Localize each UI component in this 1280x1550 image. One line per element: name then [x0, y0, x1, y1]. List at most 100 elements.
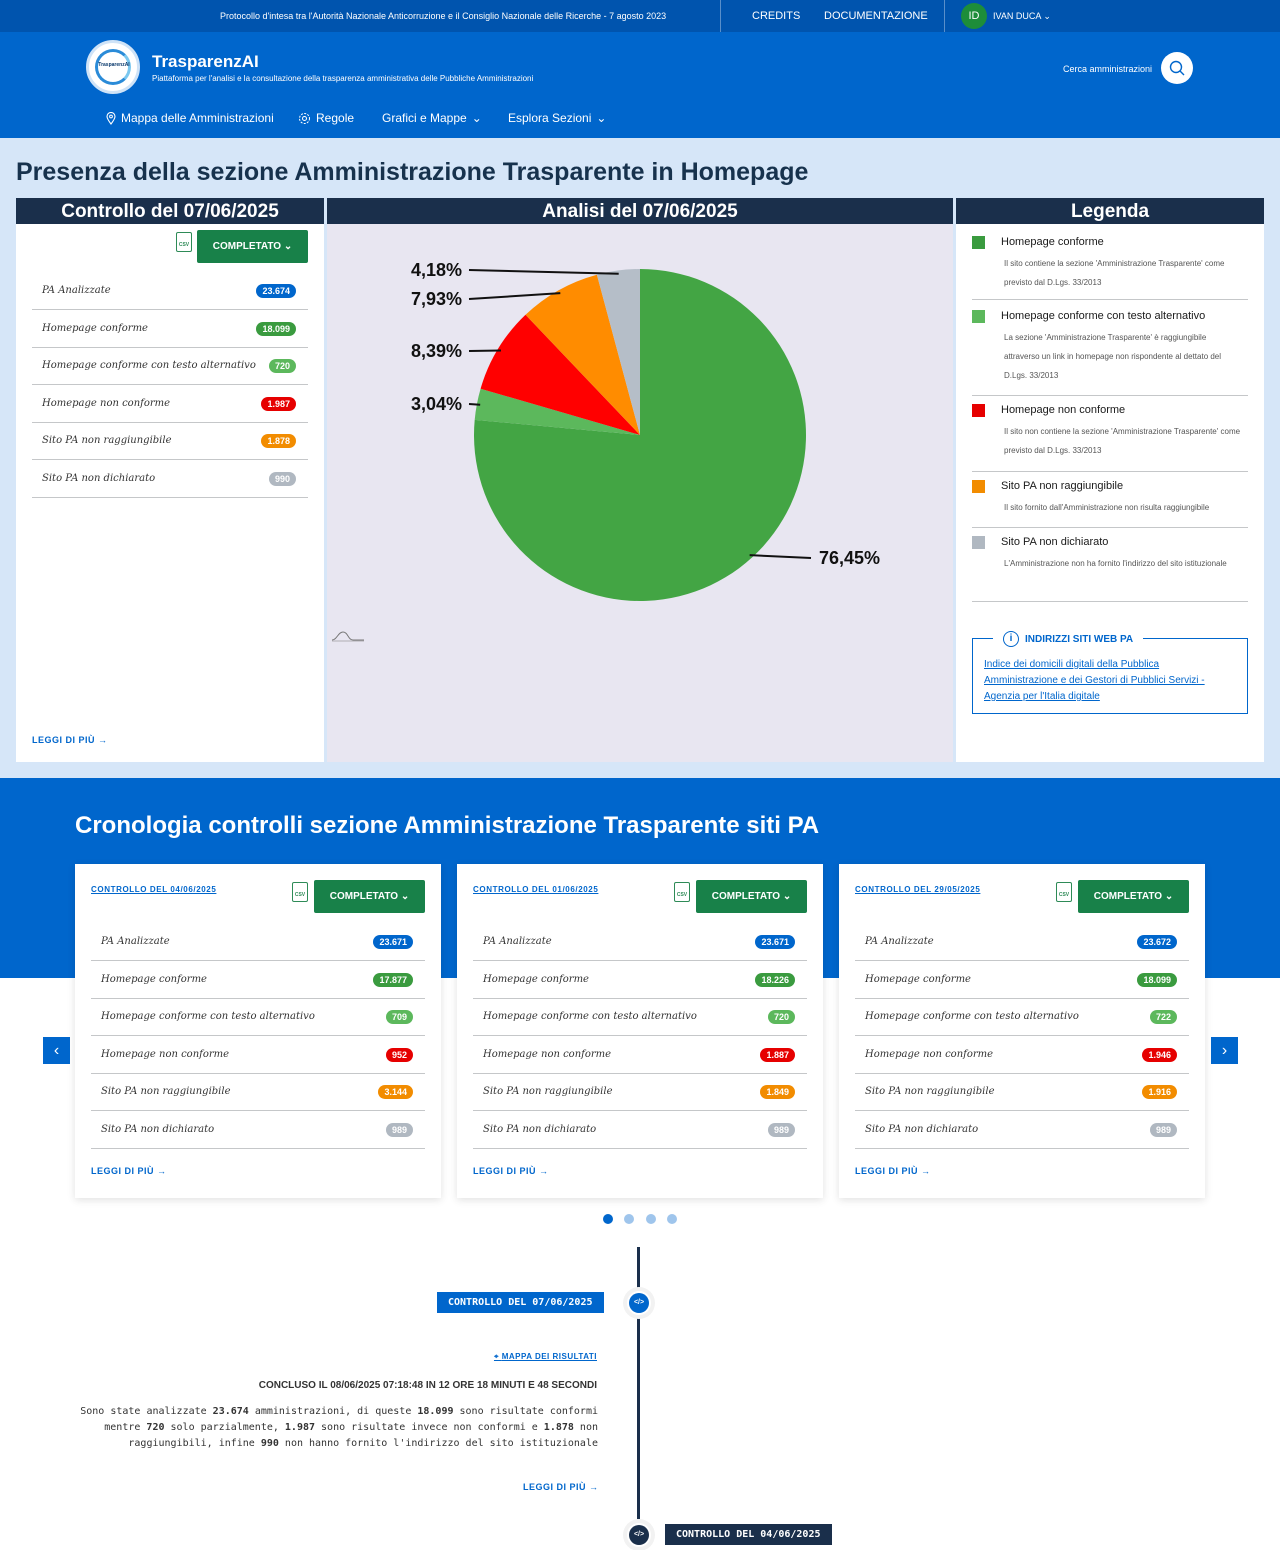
- stat-label: PA Analizzate: [101, 936, 170, 947]
- stat-badge: 1.878: [261, 434, 296, 449]
- info-title: i INDIRIZZI SITI WEB PA: [993, 631, 1144, 647]
- stat-label: Homepage conforme con testo alternativo: [101, 1011, 315, 1023]
- stat-row: PA Analizzate 23.674: [32, 272, 308, 310]
- stat-badge: 23.671: [755, 935, 795, 949]
- pie-slice[interactable]: [474, 388, 640, 435]
- timeline-node[interactable]: </>: [627, 1523, 651, 1547]
- results-map-link[interactable]: ⌖ MAPPA DEI RISULTATI: [494, 1352, 597, 1362]
- nav-item-mappa[interactable]: Mappa delle Amministrazioni: [106, 111, 274, 125]
- carousel-prev-button[interactable]: ‹: [43, 1037, 70, 1064]
- legend-label: Sito PA non raggiungibile: [1001, 480, 1124, 492]
- stat-label: Sito PA non dichiarato: [101, 1124, 215, 1135]
- read-more-link[interactable]: LEGGI DI PIÙ →: [855, 1166, 931, 1176]
- legend-item: Homepage conforme con testo alternativo L…: [972, 310, 1248, 396]
- chevron-down-icon: ⌄: [283, 241, 293, 252]
- panel-title: Legenda: [956, 198, 1264, 224]
- carousel-dot[interactable]: [624, 1214, 635, 1224]
- pie-slice[interactable]: [525, 274, 640, 435]
- search-label[interactable]: Cerca amministrazioni: [1063, 64, 1153, 74]
- stat-label: Sito PA non dichiarato: [42, 473, 156, 484]
- timeline-node[interactable]: </>: [627, 1291, 651, 1315]
- chevron-down-icon: ⌄: [596, 111, 607, 125]
- card-title-link[interactable]: CONTROLLO DEL 01/06/2025: [473, 885, 599, 894]
- legend-description: L'Amministrazione non ha fornito l'indir…: [1004, 559, 1227, 568]
- search-icon: [1169, 60, 1185, 76]
- stat-row: Homepage non conforme 1.887: [473, 1036, 807, 1074]
- timeline-label: CONTROLLO DEL 07/06/2025: [437, 1292, 604, 1313]
- history-card: CONTROLLO DEL 04/06/2025 CSV COMPLETATO ⌄ P…: [75, 864, 441, 1198]
- credits-link[interactable]: CREDITS: [752, 10, 801, 22]
- stat-label: Sito PA non dichiarato: [865, 1124, 979, 1135]
- status-dropdown-button[interactable]: COMPLETATO ⌄: [1078, 880, 1189, 913]
- summary-fragment: amministrazioni, di queste: [248, 1406, 418, 1417]
- carousel-dot[interactable]: [603, 1214, 613, 1224]
- read-more-link[interactable]: LEGGI DI PIÙ →: [523, 1482, 599, 1492]
- legend-description: Il sito fornito dall'Amministrazione non…: [1004, 503, 1210, 512]
- legend-swatch: [972, 236, 985, 249]
- avatar[interactable]: ID: [961, 3, 987, 29]
- stat-badge: 23.671: [373, 935, 413, 949]
- legend-swatch: [972, 536, 985, 549]
- user-name: IVAN DUCA: [993, 11, 1041, 21]
- chevron-down-icon: ⌄: [1043, 11, 1051, 21]
- stat-label: Homepage conforme: [483, 973, 589, 985]
- status-label: COMPLETATO: [329, 891, 399, 902]
- stat-row: Homepage non conforme 952: [91, 1036, 425, 1074]
- read-more-link[interactable]: LEGGI DI PIÙ →: [473, 1166, 549, 1176]
- nav-item-regole[interactable]: Regole: [298, 111, 354, 125]
- history-card: CONTROLLO DEL 29/05/2025 CSV COMPLETATO ⌄ P…: [839, 864, 1205, 1198]
- stat-badge: 952: [385, 1047, 413, 1062]
- timeline-label: CONTROLLO DEL 04/06/2025: [665, 1524, 832, 1545]
- csv-download-icon[interactable]: CSV: [1056, 882, 1072, 902]
- top-bar: Protocollo d'intesa tra l'Autorità Nazio…: [0, 0, 1280, 32]
- stat-badge: 18.099: [1137, 972, 1177, 987]
- read-more-link[interactable]: LEGGI DI PIÙ →: [91, 1166, 167, 1176]
- card-title-link[interactable]: CONTROLLO DEL 29/05/2025: [855, 885, 981, 894]
- summary-fragment: sono risultate conformi mentre: [104, 1406, 598, 1433]
- csv-download-icon[interactable]: CSV: [674, 882, 690, 902]
- chart-resize-icon[interactable]: [331, 630, 365, 642]
- card-title-link[interactable]: CONTROLLO DEL 04/06/2025: [91, 885, 217, 894]
- nav-item-esplora[interactable]: Esplora Sezioni ⌄: [508, 111, 606, 125]
- csv-download-icon[interactable]: CSV: [176, 232, 192, 252]
- stat-row: Sito PA non dichiarato 990: [32, 460, 308, 498]
- chevron-left-icon: ‹: [53, 1042, 60, 1059]
- code-icon: </>: [629, 1293, 649, 1313]
- search-button[interactable]: [1161, 52, 1193, 84]
- chevron-down-icon: ⌄: [471, 111, 482, 125]
- read-more-label: LEGGI DI PIÙ: [523, 1482, 587, 1492]
- legend-panel: Legenda Homepage conforme Il sito contien…: [956, 198, 1264, 762]
- map-pin-icon: ⌖: [493, 1352, 499, 1361]
- read-more-link[interactable]: LEGGI DI PIÙ →: [32, 735, 108, 745]
- stat-label: Homepage non conforme: [101, 1048, 230, 1060]
- stat-label: Sito PA non raggiungibile: [865, 1086, 995, 1098]
- status-dropdown-button[interactable]: COMPLETATO ⌄: [197, 230, 308, 263]
- logo[interactable]: TrasparenzAI: [86, 40, 140, 94]
- brand-name[interactable]: TrasparenzAI: [152, 52, 259, 71]
- carousel-dot[interactable]: [666, 1214, 677, 1224]
- info-title-text: INDIRIZZI SITI WEB PA: [1025, 633, 1134, 645]
- legend-label: Homepage non conforme: [1001, 404, 1126, 416]
- stat-badge: 709: [385, 1010, 413, 1025]
- logo-ring-icon: [95, 49, 131, 85]
- documentation-link[interactable]: DOCUMENTAZIONE: [824, 10, 928, 22]
- stat-label: PA Analizzate: [483, 936, 552, 947]
- carousel-dot[interactable]: [645, 1214, 656, 1224]
- csv-download-icon[interactable]: CSV: [292, 882, 308, 902]
- stat-badge: 1.946: [1142, 1047, 1177, 1062]
- stat-row: Sito PA non dichiarato 989: [855, 1111, 1189, 1149]
- user-menu[interactable]: IVAN DUCA ⌄: [993, 11, 1051, 22]
- agid-link[interactable]: Indice dei domicili digitali della Pubbl…: [984, 659, 1205, 702]
- stat-row: PA Analizzate 23.671: [91, 923, 425, 961]
- stat-row: Sito PA non dichiarato 989: [473, 1111, 807, 1149]
- status-dropdown-button[interactable]: COMPLETATO ⌄: [696, 880, 807, 913]
- stat-badge: 23.674: [256, 284, 296, 298]
- pie-slice[interactable]: [480, 314, 640, 435]
- stat-row: Homepage conforme 18.099: [855, 961, 1189, 999]
- stat-badge: 3.144: [378, 1085, 413, 1100]
- nav-item-grafici[interactable]: Grafici e Mappe ⌄: [382, 111, 482, 125]
- legend-item: Homepage conforme Il sito contiene la sez…: [972, 236, 1248, 300]
- carousel-next-button[interactable]: ›: [1211, 1037, 1238, 1064]
- status-dropdown-button[interactable]: COMPLETATO ⌄: [314, 880, 425, 913]
- pie-slice[interactable]: [596, 269, 640, 435]
